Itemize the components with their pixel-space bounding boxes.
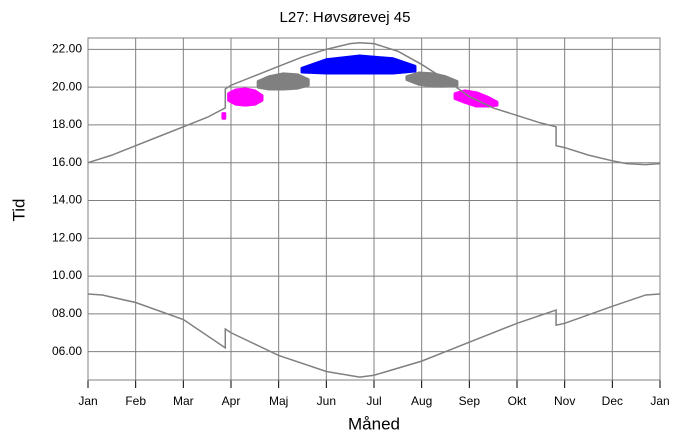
x-tick-label: Jul bbox=[366, 394, 381, 408]
y-tick-label: 08.00 bbox=[52, 306, 82, 320]
shadow-band bbox=[227, 87, 264, 107]
x-tick-label: Jun bbox=[317, 394, 336, 408]
x-tick-label: Okt bbox=[508, 394, 527, 408]
x-axis-label: Måned bbox=[348, 414, 400, 433]
y-tick-label: 10.00 bbox=[52, 268, 82, 282]
x-tick-label: Aug bbox=[411, 394, 432, 408]
x-tick-label: Maj bbox=[269, 394, 288, 408]
x-tick-label: Jan bbox=[78, 394, 97, 408]
x-tick-label: Dec bbox=[602, 394, 623, 408]
x-tick-label: Nov bbox=[554, 394, 575, 408]
plot-frame bbox=[87, 37, 661, 381]
shadow-band bbox=[300, 54, 417, 75]
sun-line bbox=[87, 41, 661, 166]
shadow-band bbox=[405, 71, 459, 88]
x-tick-label: Feb bbox=[125, 394, 146, 408]
y-tick-label: 06.00 bbox=[52, 344, 82, 358]
shadow-band bbox=[453, 89, 499, 108]
y-tick-label: 12.00 bbox=[52, 230, 82, 244]
y-tick-label: 22.00 bbox=[52, 42, 82, 56]
x-tick-label: Jan bbox=[650, 394, 669, 408]
y-tick-label: 20.00 bbox=[52, 79, 82, 93]
chart-title: L27: Høvsørevej 45 bbox=[280, 9, 411, 26]
y-tick-label: 18.00 bbox=[52, 117, 82, 131]
x-tick-label: Apr bbox=[222, 394, 241, 408]
y-tick-label: 14.00 bbox=[52, 193, 82, 207]
x-tick-label: Sep bbox=[459, 394, 481, 408]
sun-line bbox=[87, 293, 661, 378]
shadow-band bbox=[256, 72, 310, 91]
shadow-band bbox=[221, 112, 227, 120]
y-axis-label: Tid bbox=[9, 199, 28, 222]
x-tick-label: Mar bbox=[173, 394, 194, 408]
y-tick-label: 16.00 bbox=[52, 155, 82, 169]
